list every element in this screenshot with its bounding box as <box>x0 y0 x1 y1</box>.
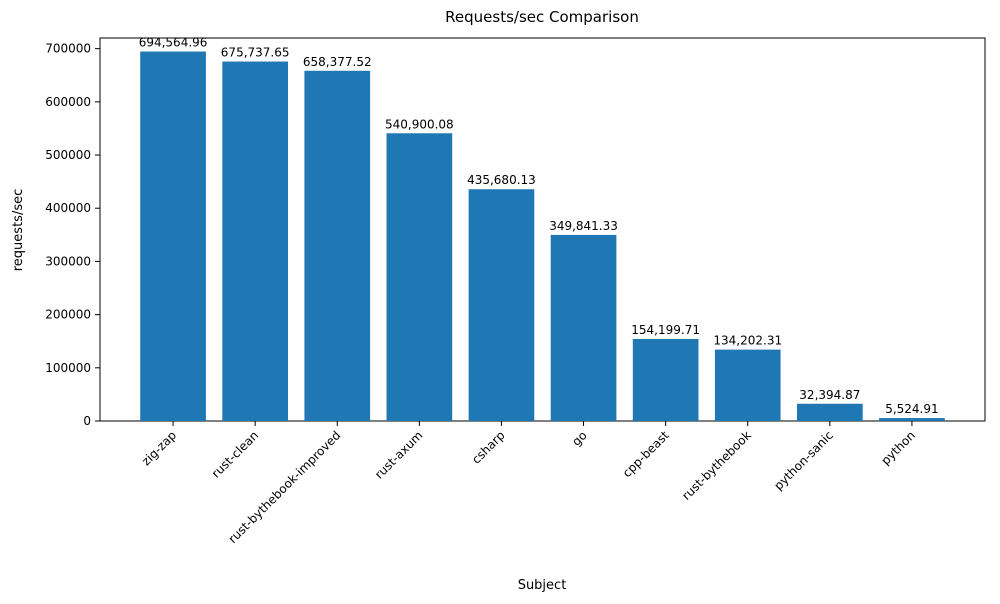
x-axis-label: Subject <box>518 578 567 593</box>
bar-rust-bythebook <box>714 349 781 421</box>
x-tick-label: rust-bythebook <box>679 428 754 503</box>
y-tick-label: 700000 <box>45 42 91 56</box>
bar-value-label: 134,202.31 <box>713 334 782 348</box>
bar-value-label: 694,564.96 <box>139 36 208 50</box>
x-tick-label: go <box>569 428 589 448</box>
plot-area: 0 100000 200000 300000 400000 500000 600000 700… <box>45 36 986 546</box>
x-tick-label: python-sanic <box>771 428 836 493</box>
bar-rust-clean <box>222 61 289 422</box>
bar-rust-bythebook-improved <box>304 70 371 422</box>
y-tick-label: 600000 <box>45 95 91 109</box>
x-tick-label: rust-clean <box>209 428 261 480</box>
bar-python <box>879 418 945 421</box>
x-tick-label: cpp-beast <box>620 428 672 480</box>
x-tick-label: zig-zap <box>139 428 179 468</box>
bar-value-label: 658,377.52 <box>303 55 372 69</box>
x-tick-label: rust-axum <box>372 428 425 481</box>
bar-value-label: 349,841.33 <box>549 219 618 233</box>
bar-go <box>550 234 617 421</box>
bar-python-sanic <box>796 403 863 421</box>
y-tick-label: 0 <box>83 414 91 428</box>
y-axis-label: requests/sec <box>11 189 26 272</box>
bar-cpp-beast <box>632 338 699 421</box>
y-tick-label: 100000 <box>45 361 91 375</box>
y-tick-label: 400000 <box>45 201 91 215</box>
bar-value-label: 5,524.91 <box>885 402 938 416</box>
y-tick-label: 500000 <box>45 148 91 162</box>
y-tick-label: 200000 <box>45 308 91 322</box>
bar-rust-axum <box>386 133 453 421</box>
x-tick-label: python <box>878 428 918 468</box>
chart-title: Requests/sec Comparison <box>445 8 639 26</box>
y-tick-label: 300000 <box>45 254 91 268</box>
bar-value-label: 32,394.87 <box>799 388 860 402</box>
plot-border <box>99 37 986 422</box>
bar-value-label: 675,737.65 <box>221 46 290 60</box>
bar-csharp <box>468 189 535 421</box>
bar-value-label: 435,680.13 <box>467 173 536 187</box>
bar-value-label: 154,199.71 <box>631 323 700 337</box>
bar-zig-zap <box>140 51 206 421</box>
bar-value-label: 540,900.08 <box>385 117 454 131</box>
x-tick-label: csharp <box>469 428 507 466</box>
